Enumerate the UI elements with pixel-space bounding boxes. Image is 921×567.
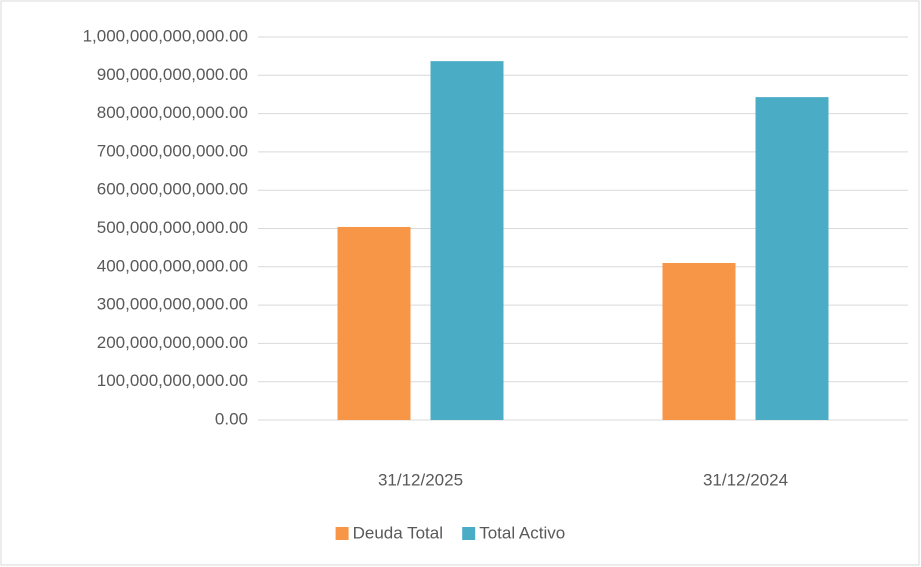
bar [337, 226, 411, 420]
bar [755, 97, 829, 421]
bar [430, 61, 504, 421]
y-tick-label: 900,000,000,000.00 [97, 65, 248, 84]
legend-swatch [462, 527, 476, 540]
y-tick-label: 100,000,000,000.00 [97, 371, 248, 390]
y-tick-label: 300,000,000,000.00 [97, 295, 248, 314]
legend-label: Deuda Total [353, 523, 443, 542]
y-tick-label: 0.00 [215, 409, 248, 428]
bar [662, 262, 736, 420]
y-tick-label: 600,000,000,000.00 [97, 180, 248, 199]
y-tick-label: 200,000,000,000.00 [97, 333, 248, 352]
x-tick-label: 31/12/2025 [378, 470, 463, 489]
legend-swatch [335, 527, 349, 540]
x-tick-label: 31/12/2024 [703, 470, 788, 489]
y-tick-label: 500,000,000,000.00 [97, 218, 248, 237]
legend-label: Total Activo [479, 523, 565, 542]
y-tick-label: 700,000,000,000.00 [97, 141, 248, 160]
y-tick-label: 1,000,000,000,000.00 [83, 26, 248, 45]
y-tick-label: 400,000,000,000.00 [97, 256, 248, 275]
y-tick-label: 800,000,000,000.00 [97, 103, 248, 122]
